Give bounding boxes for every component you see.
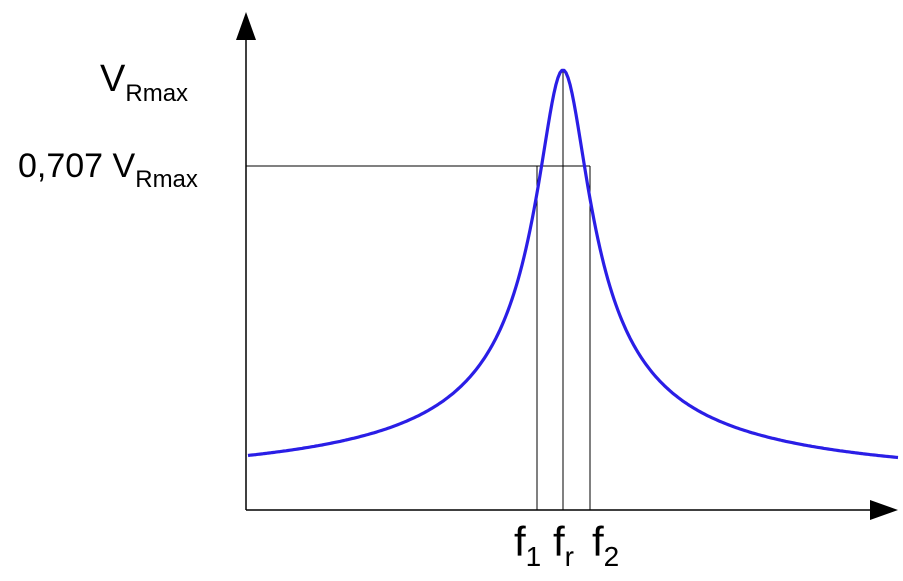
resonance-curve — [247, 68, 899, 460]
x-axis-arrow — [870, 500, 898, 520]
y-half-power-label: 0,707 VRmax — [18, 147, 198, 193]
fr-label: fr — [553, 518, 574, 572]
f1-label: f1 — [514, 518, 541, 572]
y-max-label: VRmax — [100, 58, 188, 107]
f2-label: f2 — [592, 518, 619, 572]
y-axis-arrow — [236, 12, 256, 40]
